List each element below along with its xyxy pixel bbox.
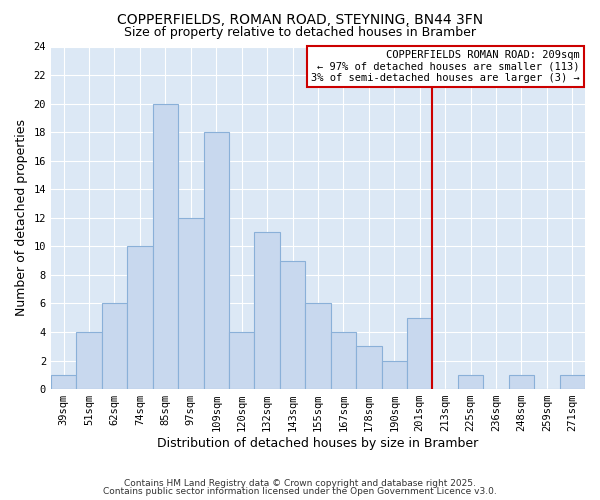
- Bar: [51, 375, 76, 389]
- Bar: [356, 346, 382, 389]
- Bar: [127, 246, 152, 389]
- Text: Contains HM Land Registry data © Crown copyright and database right 2025.: Contains HM Land Registry data © Crown c…: [124, 478, 476, 488]
- Bar: [382, 360, 407, 389]
- X-axis label: Distribution of detached houses by size in Bramber: Distribution of detached houses by size …: [157, 437, 479, 450]
- Text: Contains public sector information licensed under the Open Government Licence v3: Contains public sector information licen…: [103, 487, 497, 496]
- Bar: [305, 304, 331, 389]
- Text: COPPERFIELDS, ROMAN ROAD, STEYNING, BN44 3FN: COPPERFIELDS, ROMAN ROAD, STEYNING, BN44…: [117, 12, 483, 26]
- Bar: [560, 375, 585, 389]
- Bar: [254, 232, 280, 389]
- Bar: [152, 104, 178, 389]
- Text: Size of property relative to detached houses in Bramber: Size of property relative to detached ho…: [124, 26, 476, 39]
- Bar: [407, 318, 433, 389]
- Bar: [458, 375, 483, 389]
- Bar: [509, 375, 534, 389]
- Bar: [229, 332, 254, 389]
- Bar: [280, 260, 305, 389]
- Bar: [178, 218, 203, 389]
- Bar: [102, 304, 127, 389]
- Bar: [331, 332, 356, 389]
- Bar: [76, 332, 102, 389]
- Y-axis label: Number of detached properties: Number of detached properties: [15, 120, 28, 316]
- Bar: [203, 132, 229, 389]
- Text: COPPERFIELDS ROMAN ROAD: 209sqm
← 97% of detached houses are smaller (113)
3% of: COPPERFIELDS ROMAN ROAD: 209sqm ← 97% of…: [311, 50, 580, 83]
